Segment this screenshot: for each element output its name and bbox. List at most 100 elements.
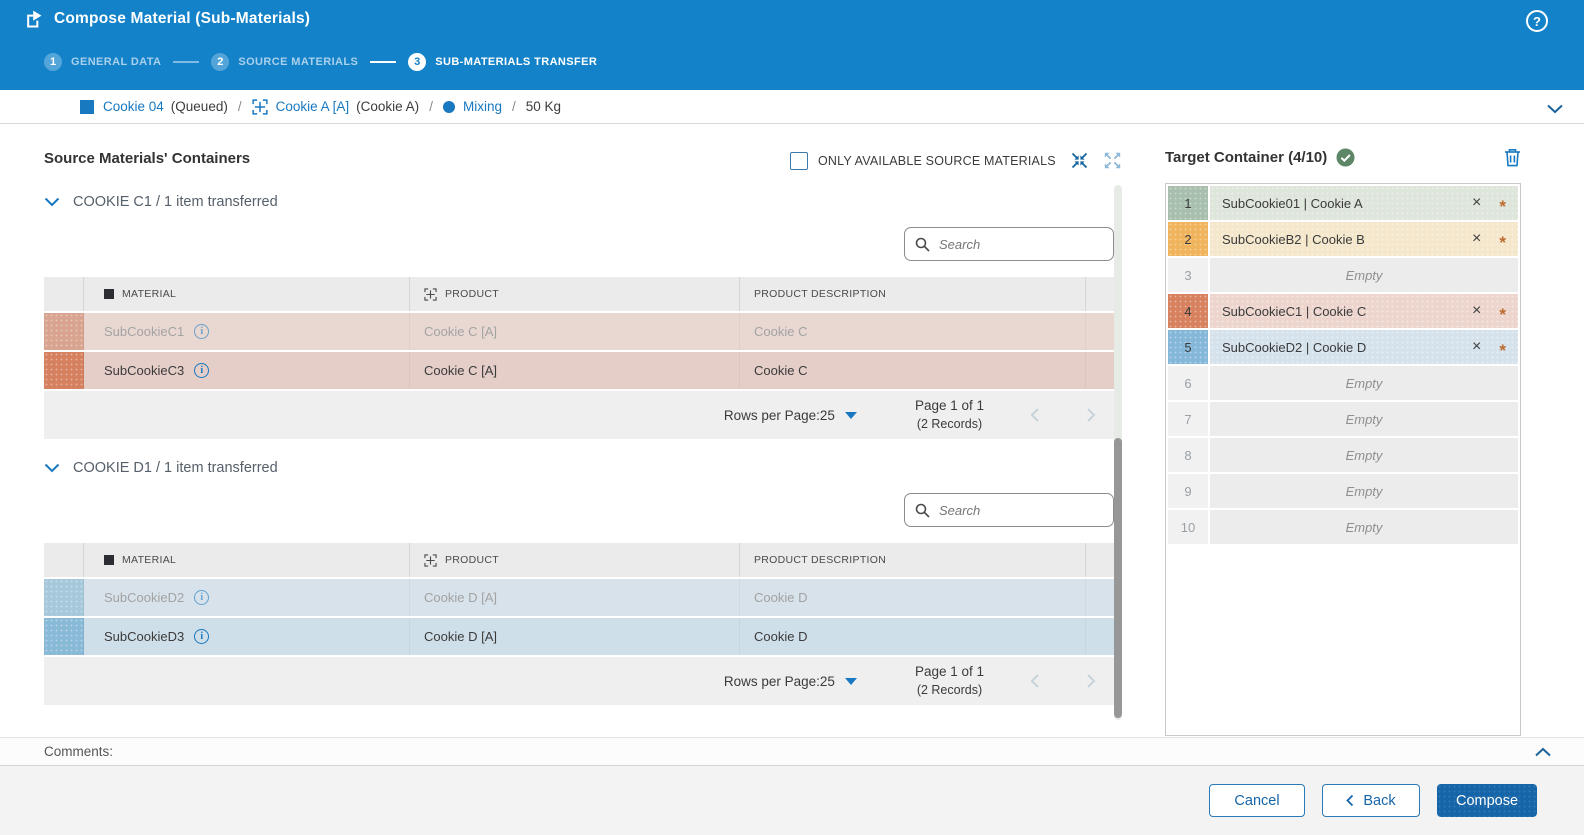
comments-label: Comments: (44, 744, 114, 759)
source-material-row[interactable]: SubCookieD2 i Cookie D [A] Cookie D (44, 579, 1114, 616)
target-slot-empty[interactable]: 7 Empty (1168, 402, 1518, 436)
spacer-column-header (1086, 277, 1114, 311)
slot-body: Empty (1210, 474, 1518, 508)
target-slot[interactable]: 2 SubCookieB2 | Cookie B × * (1168, 222, 1518, 256)
collapse-all-icon[interactable] (1070, 151, 1089, 170)
info-icon[interactable]: i (194, 590, 210, 605)
step-general-data[interactable]: 1 GENERAL DATA (44, 53, 173, 71)
action-buttons: Cancel Back Compose (1209, 784, 1537, 817)
product-column-header[interactable]: PRODUCT (410, 277, 740, 311)
group-header[interactable]: COOKIE D1 / 1 item transferred (44, 455, 1114, 481)
footer-bar: Cancel Back Compose (0, 766, 1584, 835)
empty-slot-label: Empty (1345, 375, 1383, 391)
source-group-cookie-c1: COOKIE C1 / 1 item transferred MATERIAL (44, 189, 1114, 439)
header-bar: Compose Material (Sub-Materials) ? 1 GEN… (0, 0, 1584, 90)
empty-slot-label: Empty (1345, 483, 1383, 499)
records-label: (2 Records) (916, 683, 983, 697)
scrollbar-thumb[interactable] (1114, 438, 1122, 718)
slot-number: 9 (1168, 474, 1208, 508)
page-info: Page 1 of 1 (2 Records) (915, 397, 984, 432)
trash-icon[interactable] (1504, 148, 1521, 167)
target-panel-title: Target Container (4/10) (1165, 149, 1328, 166)
breadcrumb-expand-chevron-down-icon[interactable] (1546, 102, 1564, 117)
breadcrumb-separator: / (429, 99, 433, 114)
product-icon (424, 287, 437, 301)
spacer-cell (1086, 618, 1114, 655)
caret-down-icon (844, 677, 857, 685)
step-sub-materials-transfer[interactable]: 3 SUB-MATERIALS TRANSFER (408, 53, 609, 71)
slot-number: 10 (1168, 510, 1208, 544)
next-page-chevron-right-icon[interactable] (1086, 673, 1096, 689)
page-info: Page 1 of 1 (2 Records) (915, 663, 984, 698)
info-icon[interactable]: i (194, 324, 210, 339)
filter-row: ONLY AVAILABLE SOURCE MATERIALS (790, 151, 1122, 170)
page-label: Page 1 of 1 (914, 398, 984, 414)
slot-body: SubCookie01 | Cookie A × * (1210, 186, 1518, 220)
empty-slot-label: Empty (1345, 447, 1383, 463)
empty-slot-label: Empty (1345, 267, 1383, 283)
source-material-row[interactable]: SubCookieC1 i Cookie C [A] Cookie C (44, 313, 1114, 350)
breadcrumb-material-link[interactable]: Cookie 04 (103, 99, 164, 114)
source-material-row[interactable]: SubCookieC3 i Cookie C [A] Cookie C (44, 352, 1114, 389)
required-asterisk-icon: * (1499, 196, 1506, 216)
slot-material-label: SubCookie01 | Cookie A (1222, 195, 1363, 211)
previous-page-chevron-left-icon[interactable] (1030, 407, 1040, 423)
comments-chevron-up-icon[interactable] (1534, 745, 1552, 760)
cancel-button[interactable]: Cancel (1209, 784, 1305, 817)
rows-per-page-dropdown[interactable]: Rows per Page: 25 (724, 674, 857, 689)
material-column-header[interactable]: MATERIAL (84, 277, 410, 311)
group-header[interactable]: COOKIE C1 / 1 item transferred (44, 189, 1114, 215)
target-slot[interactable]: 5 SubCookieD2 | Cookie D × * (1168, 330, 1518, 364)
material-column-header[interactable]: MATERIAL (84, 543, 410, 577)
group-header-label: COOKIE D1 / 1 item transferred (73, 460, 278, 476)
rows-per-page-dropdown[interactable]: Rows per Page: 25 (724, 408, 857, 423)
empty-slot-label: Empty (1345, 519, 1383, 535)
remove-slot-icon[interactable]: × (1472, 230, 1482, 247)
search-input[interactable] (939, 236, 1114, 252)
source-material-row[interactable]: SubCookieD3 i Cookie D [A] Cookie D (44, 618, 1114, 655)
source-materials-scroll-area: COOKIE C1 / 1 item transferred MATERIAL (44, 183, 1114, 720)
target-slot[interactable]: 1 SubCookie01 | Cookie A × * (1168, 186, 1518, 220)
help-icon[interactable]: ? (1526, 10, 1548, 32)
slot-number: 3 (1168, 258, 1208, 292)
target-slot-empty[interactable]: 6 Empty (1168, 366, 1518, 400)
target-panel-header: Target Container (4/10) (1165, 148, 1521, 167)
product-description: Cookie C (740, 352, 1086, 389)
target-slot-empty[interactable]: 3 Empty (1168, 258, 1518, 292)
button-label: Compose (1455, 792, 1519, 809)
spacer-column-header (1086, 543, 1114, 577)
remove-slot-icon[interactable]: × (1472, 338, 1482, 355)
slot-number: 6 (1168, 366, 1208, 400)
wizard-stepper: 1 GENERAL DATA 2 SOURCE MATERIALS 3 SUB-… (44, 53, 609, 71)
info-icon[interactable]: i (194, 363, 210, 378)
target-slot-empty[interactable]: 10 Empty (1168, 510, 1518, 544)
breadcrumb-product-link[interactable]: Cookie A [A] (275, 99, 350, 114)
next-page-chevron-right-icon[interactable] (1086, 407, 1096, 423)
only-available-checkbox[interactable] (790, 151, 808, 170)
table-header: MATERIAL PRODUCT PRODUCT DESCRIPTION (44, 543, 1114, 577)
target-slot-empty[interactable]: 8 Empty (1168, 438, 1518, 472)
target-slot[interactable]: 4 SubCookieC1 | Cookie C × * (1168, 294, 1518, 328)
product-column-header[interactable]: PRODUCT (410, 543, 740, 577)
slot-number: 1 (1168, 186, 1208, 220)
spacer-cell (1086, 579, 1114, 616)
target-slot-empty[interactable]: 9 Empty (1168, 474, 1518, 508)
comments-bar[interactable]: Comments: (0, 737, 1584, 766)
slot-body: SubCookieC1 | Cookie C × * (1210, 294, 1518, 328)
slot-material-label: SubCookieB2 | Cookie B (1222, 231, 1365, 247)
row-color-indicator (44, 352, 84, 389)
breadcrumb-operation-link[interactable]: Mixing (462, 99, 502, 114)
compose-button[interactable]: Compose (1437, 784, 1537, 817)
product-name: Cookie C [A] (410, 352, 740, 389)
back-button[interactable]: Back (1322, 784, 1420, 817)
step-source-materials[interactable]: 2 SOURCE MATERIALS (211, 53, 370, 71)
remove-slot-icon[interactable]: × (1472, 302, 1482, 319)
product-description-column-header[interactable]: PRODUCT DESCRIPTION (740, 543, 1086, 577)
search-input[interactable] (939, 502, 1114, 518)
remove-slot-icon[interactable]: × (1472, 194, 1482, 211)
product-description-column-header[interactable]: PRODUCT DESCRIPTION (740, 277, 1086, 311)
previous-page-chevron-left-icon[interactable] (1030, 673, 1040, 689)
product-name: Cookie D [A] (410, 618, 740, 655)
expand-all-icon[interactable] (1103, 151, 1122, 170)
info-icon[interactable]: i (194, 629, 210, 644)
